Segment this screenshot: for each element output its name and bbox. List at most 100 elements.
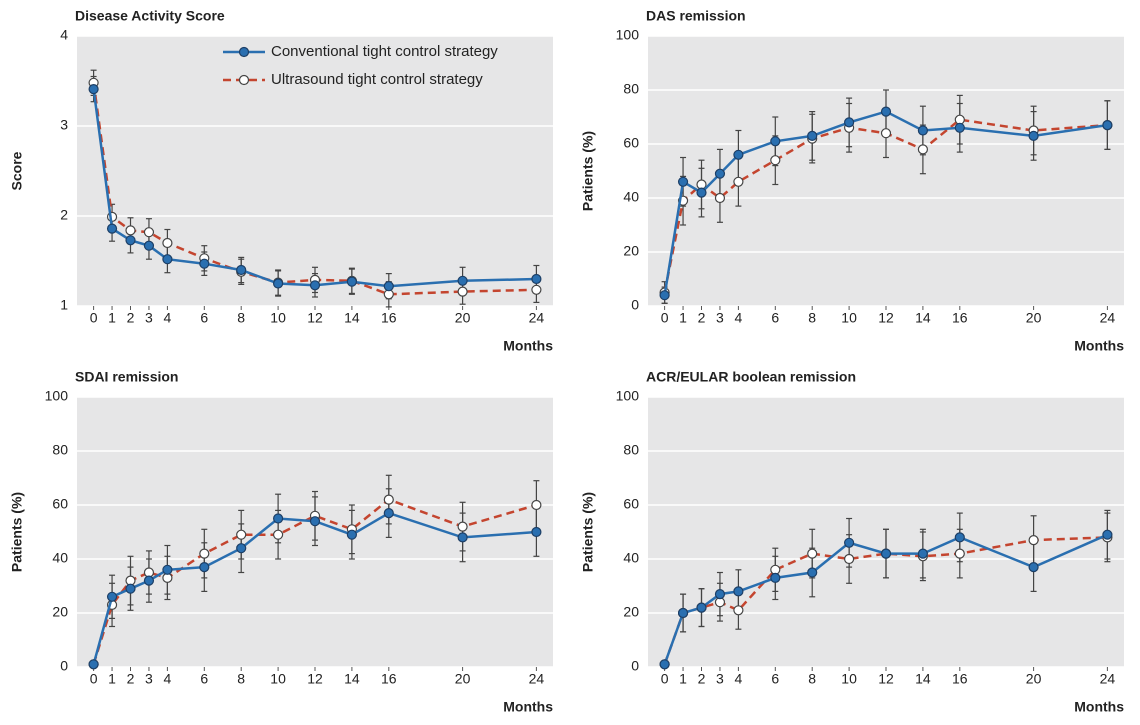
data-point	[1102, 119, 1113, 131]
y-tick-label: 80	[623, 81, 639, 97]
data-point	[714, 588, 726, 600]
data-point	[125, 583, 136, 594]
data-point	[1028, 561, 1039, 573]
data-point	[236, 529, 247, 540]
data-point	[714, 168, 726, 179]
y-tick-label: 20	[623, 604, 639, 620]
chart-title: DAS remission	[646, 8, 746, 24]
data-point	[733, 586, 744, 597]
data-point	[807, 548, 818, 559]
x-axis-label: Months	[503, 699, 553, 715]
y-tick-label: 1	[60, 297, 68, 313]
data-point	[807, 567, 818, 578]
data-point	[954, 548, 965, 559]
x-tick-label: 1	[679, 310, 687, 326]
x-tick-label: 6	[771, 671, 779, 687]
y-tick-label: 0	[631, 297, 639, 313]
y-tick-label: 20	[623, 243, 639, 259]
y-tick-label: 40	[52, 550, 68, 566]
plot-area	[648, 36, 1124, 306]
data-point	[346, 529, 357, 540]
data-point	[659, 290, 670, 301]
data-point	[88, 83, 99, 95]
data-point	[696, 602, 707, 613]
legend-label: Ultrasound tight control strategy	[271, 71, 483, 88]
x-tick-label: 12	[878, 310, 894, 326]
y-tick-label: 60	[52, 496, 68, 512]
x-tick-label: 8	[808, 671, 816, 687]
x-axis-label: Months	[1074, 699, 1124, 715]
data-point	[880, 548, 892, 559]
data-point	[309, 280, 321, 291]
x-tick-label: 16	[381, 310, 397, 326]
x-tick-label: 14	[915, 671, 931, 687]
y-tick-label: 80	[52, 442, 68, 458]
x-tick-label: 2	[698, 671, 706, 687]
data-point	[457, 286, 468, 297]
data-point	[733, 176, 744, 187]
data-point	[677, 176, 689, 187]
y-tick-label: 100	[45, 388, 69, 404]
y-axis-label: Patients (%)	[580, 131, 596, 211]
y-tick-label: 3	[60, 117, 68, 133]
x-tick-label: 16	[381, 671, 397, 687]
y-axis-label: Score	[9, 151, 25, 190]
legend: Conventional tight control strategy Ultra…	[223, 43, 498, 88]
x-tick-label: 3	[716, 671, 724, 687]
x-tick-label: 1	[679, 671, 687, 687]
data-point	[531, 526, 542, 538]
chart-title: ACR/EULAR boolean remission	[646, 369, 856, 385]
x-tick-label: 1	[108, 310, 116, 326]
chart-title: SDAI remission	[75, 369, 178, 385]
y-tick-label: 40	[623, 550, 639, 566]
data-point	[880, 106, 892, 117]
x-tick-label: 16	[952, 310, 968, 326]
data-point	[531, 273, 542, 285]
y-tick-label: 0	[60, 658, 68, 674]
data-point	[273, 529, 284, 540]
y-tick-label: 60	[623, 496, 639, 512]
data-point	[844, 117, 855, 128]
x-tick-label: 14	[915, 310, 931, 326]
y-axis-label: Patients (%)	[580, 492, 596, 572]
data-point	[273, 278, 284, 289]
legend-marker	[238, 74, 250, 86]
y-tick-label: 60	[623, 135, 639, 151]
x-tick-label: 20	[455, 310, 471, 326]
data-point	[162, 237, 173, 249]
x-tick-label: 12	[307, 310, 323, 326]
x-tick-label: 0	[90, 671, 98, 687]
data-point	[714, 192, 726, 204]
x-tick-label: 4	[735, 671, 743, 687]
data-point	[236, 543, 247, 554]
data-point	[199, 561, 210, 573]
x-tick-label: 14	[344, 671, 360, 687]
data-point	[770, 572, 781, 584]
data-point	[125, 235, 136, 246]
y-tick-label: 100	[616, 388, 640, 404]
chart-title: Disease Activity Score	[75, 8, 225, 24]
x-tick-label: 1	[108, 671, 116, 687]
x-tick-label: 8	[237, 671, 245, 687]
data-point	[954, 122, 965, 133]
x-tick-label: 6	[200, 310, 208, 326]
x-tick-label: 4	[735, 310, 743, 326]
x-tick-label: 20	[1026, 671, 1042, 687]
data-point	[383, 507, 394, 519]
data-point	[531, 499, 542, 511]
data-point	[844, 537, 855, 548]
data-point	[1102, 529, 1113, 540]
data-point	[88, 659, 99, 670]
y-tick-label: 40	[623, 189, 639, 205]
x-tick-label: 20	[1026, 310, 1042, 326]
x-tick-label: 10	[270, 671, 286, 687]
data-point	[677, 607, 689, 619]
x-tick-label: 10	[270, 310, 286, 326]
panel: ACR/EULAR boolean remission Patients (%) M…	[580, 369, 1125, 715]
data-point	[236, 264, 247, 276]
x-tick-label: 20	[455, 671, 471, 687]
x-tick-label: 24	[1100, 671, 1116, 687]
